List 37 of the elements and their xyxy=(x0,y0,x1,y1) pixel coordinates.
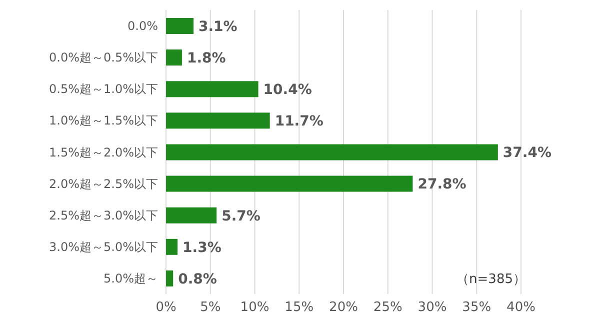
bar xyxy=(166,238,178,255)
x-tick-label: 25% xyxy=(373,300,402,316)
bar xyxy=(166,81,258,98)
x-tick-label: 5% xyxy=(200,300,221,316)
bar xyxy=(166,144,498,160)
x-tick-label: 0% xyxy=(156,300,176,316)
data-label: 37.4% xyxy=(502,145,552,162)
bar xyxy=(166,207,217,224)
bar xyxy=(166,112,270,129)
x-tick-label: 30% xyxy=(418,300,447,316)
y-tick-label: 5.0%超～ xyxy=(104,271,158,286)
annotation: （n=385） xyxy=(456,271,526,288)
y-tick-label: 1.0%超～1.5%以下 xyxy=(49,114,158,128)
x-tick-label: 35% xyxy=(462,300,492,316)
y-tick-label: 0.0% xyxy=(128,19,158,34)
x-tick-label: 20% xyxy=(329,300,358,316)
bar xyxy=(166,50,182,66)
data-label: 1.3% xyxy=(182,240,222,256)
y-tick-label: 2.5%超～3.0%以下 xyxy=(49,208,158,222)
x-tick-label: 40% xyxy=(506,300,536,316)
data-label: 5.7% xyxy=(222,208,260,224)
y-tick-label: 1.5%超～2.0%以下 xyxy=(49,145,158,160)
bar xyxy=(166,176,413,192)
data-label: 11.7% xyxy=(274,114,324,130)
x-tick-label: 15% xyxy=(284,300,314,316)
data-label: 10.4% xyxy=(263,82,312,98)
data-label: 0.8% xyxy=(178,271,217,288)
data-label: 1.8% xyxy=(186,50,226,67)
x-tick-label: 10% xyxy=(240,300,270,316)
y-tick-label: 2.0%超～2.5%以下 xyxy=(49,176,158,191)
y-tick-label: 3.0%超～5.0%以下 xyxy=(49,240,158,254)
data-label: 3.1% xyxy=(198,18,238,35)
y-tick-label: 0.0%超～0.5%以下 xyxy=(49,50,158,65)
bar xyxy=(166,270,174,286)
data-label: 27.8% xyxy=(418,176,466,193)
bar xyxy=(166,18,194,34)
y-tick-label: 0.5%超～1.0%以下 xyxy=(49,82,158,96)
